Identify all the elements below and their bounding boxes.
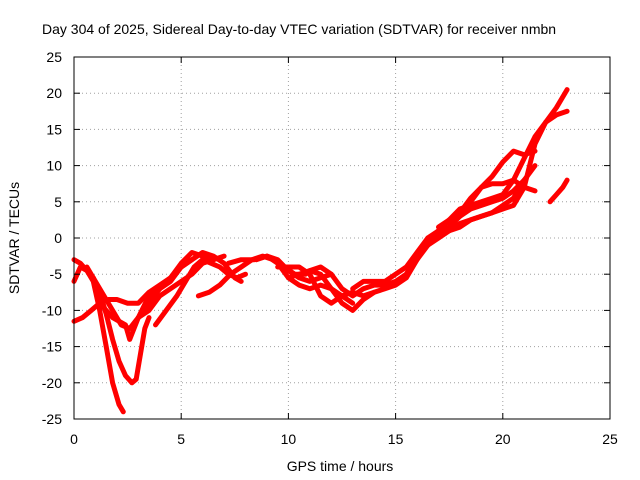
x-tick-label: 10 bbox=[281, 431, 297, 447]
y-tick-label: 25 bbox=[46, 49, 62, 65]
series-line-track-20 bbox=[547, 177, 570, 205]
y-tick-label: -15 bbox=[42, 339, 62, 355]
chart-title: Day 304 of 2025, Sidereal Day-to-day VTE… bbox=[42, 21, 556, 37]
y-tick-label: -25 bbox=[42, 411, 62, 427]
y-tick-label: -20 bbox=[42, 375, 62, 391]
y-tick-label: 20 bbox=[46, 85, 62, 101]
y-tick-label: 15 bbox=[46, 121, 62, 137]
y-tick-label: -10 bbox=[42, 302, 62, 318]
y-tick-label: 5 bbox=[54, 194, 62, 210]
x-tick-label: 0 bbox=[70, 431, 78, 447]
y-tick-label: -5 bbox=[50, 266, 63, 282]
y-tick-label: 10 bbox=[46, 158, 62, 174]
gridlines bbox=[74, 57, 610, 419]
x-tick-labels: 0 5 10 15 20 25 bbox=[70, 431, 618, 447]
series-line-track-14 bbox=[350, 148, 538, 292]
x-tick-label: 15 bbox=[388, 431, 404, 447]
tick-marks bbox=[73, 56, 611, 420]
series-group bbox=[71, 87, 570, 415]
y-tick-label: 0 bbox=[54, 230, 62, 246]
series-line-track-6 bbox=[135, 257, 216, 321]
x-axis-title: GPS time / hours bbox=[287, 458, 394, 474]
x-tick-label: 5 bbox=[177, 431, 185, 447]
y-axis-title: SDTVAR / TECUs bbox=[6, 182, 22, 294]
x-tick-label: 20 bbox=[495, 431, 511, 447]
series-line-track-19 bbox=[446, 163, 538, 226]
series-line-track-5 bbox=[97, 250, 227, 342]
x-tick-label: 25 bbox=[602, 431, 618, 447]
series-line-track-18 bbox=[436, 177, 527, 237]
y-tick-labels: -25 -20 -15 -10 -5 0 5 10 15 20 25 bbox=[42, 49, 62, 427]
